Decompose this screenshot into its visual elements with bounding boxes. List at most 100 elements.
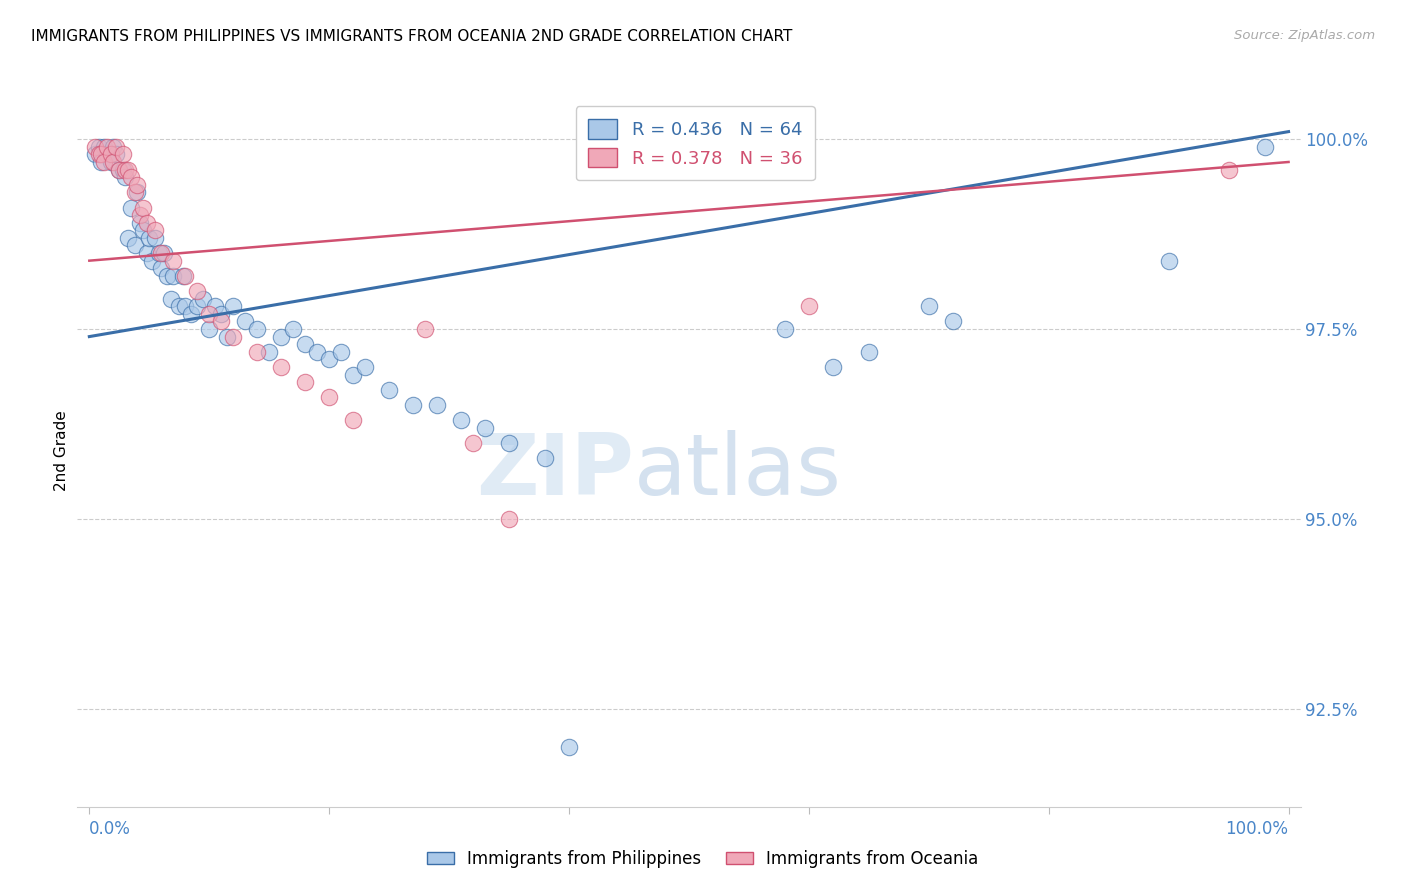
Point xyxy=(117,231,139,245)
Legend: R = 0.436   N = 64, R = 0.378   N = 36: R = 0.436 N = 64, R = 0.378 N = 36 xyxy=(575,106,814,180)
Point xyxy=(318,352,340,367)
Point xyxy=(1218,162,1240,177)
Point xyxy=(128,216,150,230)
Point xyxy=(150,246,173,260)
Point xyxy=(330,344,353,359)
Text: Source: ZipAtlas.com: Source: ZipAtlas.com xyxy=(1234,29,1375,42)
Point xyxy=(246,322,269,336)
Point xyxy=(174,299,197,313)
Point xyxy=(128,208,150,222)
Point xyxy=(270,359,292,374)
Point xyxy=(174,268,197,283)
Point xyxy=(111,162,134,177)
Point xyxy=(198,307,221,321)
Point xyxy=(120,170,142,185)
Point xyxy=(402,398,425,412)
Point xyxy=(108,162,131,177)
Point xyxy=(186,299,208,313)
Point xyxy=(96,140,118,154)
Point xyxy=(114,170,136,185)
Point xyxy=(84,140,107,154)
Point xyxy=(378,383,401,397)
Point xyxy=(172,268,194,283)
Point xyxy=(283,322,305,336)
Point xyxy=(222,329,245,343)
Point xyxy=(127,186,149,200)
Point xyxy=(426,398,449,412)
Point xyxy=(114,162,136,177)
Point xyxy=(143,231,166,245)
Point xyxy=(103,140,125,154)
Point xyxy=(558,739,581,754)
Point xyxy=(858,344,880,359)
Point xyxy=(124,186,146,200)
Point xyxy=(100,147,122,161)
Point xyxy=(270,329,292,343)
Point xyxy=(160,292,183,306)
Point xyxy=(222,299,245,313)
Point xyxy=(461,435,484,450)
Point xyxy=(152,246,174,260)
Point xyxy=(217,329,239,343)
Point xyxy=(93,155,115,169)
Point xyxy=(233,314,256,328)
Point xyxy=(198,322,221,336)
Point xyxy=(108,162,131,177)
Point xyxy=(209,314,232,328)
Point xyxy=(127,178,149,192)
Point xyxy=(257,344,280,359)
Point xyxy=(498,512,520,526)
Point xyxy=(294,337,316,351)
Point xyxy=(450,413,472,427)
Point xyxy=(90,147,112,161)
Point xyxy=(150,261,173,276)
Point xyxy=(162,253,184,268)
Point xyxy=(148,246,170,260)
Point xyxy=(100,155,122,169)
Point xyxy=(246,344,269,359)
Point xyxy=(111,147,134,161)
Point xyxy=(942,314,965,328)
Text: IMMIGRANTS FROM PHILIPPINES VS IMMIGRANTS FROM OCEANIA 2ND GRADE CORRELATION CHA: IMMIGRANTS FROM PHILIPPINES VS IMMIGRANT… xyxy=(31,29,793,44)
Point xyxy=(96,147,118,161)
Text: ZIP: ZIP xyxy=(477,430,634,514)
Text: 0.0%: 0.0% xyxy=(90,820,131,838)
Y-axis label: 2nd Grade: 2nd Grade xyxy=(53,410,69,491)
Point xyxy=(132,223,155,237)
Point xyxy=(138,231,160,245)
Point xyxy=(87,147,110,161)
Text: 100.0%: 100.0% xyxy=(1226,820,1288,838)
Point xyxy=(90,155,112,169)
Point xyxy=(918,299,941,313)
Point xyxy=(135,216,157,230)
Point xyxy=(498,435,520,450)
Point xyxy=(1253,140,1275,154)
Point xyxy=(413,322,436,336)
Point xyxy=(209,307,232,321)
Point xyxy=(120,201,142,215)
Point xyxy=(104,140,127,154)
Point xyxy=(204,299,226,313)
Point xyxy=(534,451,557,466)
Point xyxy=(797,299,820,313)
Point xyxy=(354,359,377,374)
Text: atlas: atlas xyxy=(634,430,842,514)
Point xyxy=(474,420,496,434)
Point xyxy=(307,344,329,359)
Point xyxy=(186,284,208,298)
Point xyxy=(342,413,364,427)
Point xyxy=(124,238,146,252)
Point xyxy=(318,390,340,404)
Point xyxy=(156,268,179,283)
Point xyxy=(103,155,125,169)
Point xyxy=(773,322,796,336)
Point xyxy=(117,162,139,177)
Point xyxy=(104,147,127,161)
Legend: Immigrants from Philippines, Immigrants from Oceania: Immigrants from Philippines, Immigrants … xyxy=(420,844,986,875)
Point xyxy=(141,253,163,268)
Point xyxy=(821,359,844,374)
Point xyxy=(162,268,184,283)
Point xyxy=(342,368,364,382)
Point xyxy=(294,375,316,389)
Point xyxy=(169,299,191,313)
